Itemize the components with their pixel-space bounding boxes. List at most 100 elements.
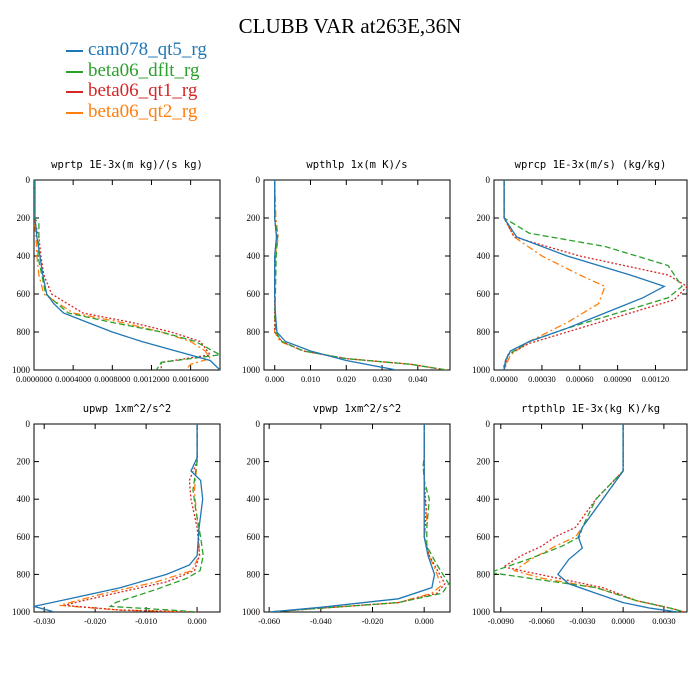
plot-frame — [263, 423, 451, 613]
chart-panel-5: vpwp 1xm^2/s^2 0 200 400 600 800 1000-0.060 -0.… — [242, 403, 451, 626]
y-tick-label: 800 — [247, 327, 261, 337]
x-tick-label: -0.010 — [135, 616, 157, 626]
y-tick-label: 200 — [17, 457, 31, 467]
plot-frame — [263, 179, 451, 371]
y-tick-label: 600 — [17, 532, 31, 542]
x-tick-label: 0.000 — [415, 616, 434, 626]
plot-frame — [33, 179, 221, 371]
legend-label-dflt: beta06_dflt_rg — [88, 59, 200, 81]
series-line-cam078_qt5_rg — [34, 180, 220, 370]
x-tick-label: -0.0090 — [488, 616, 514, 626]
legend-item-cam078: cam078_qt5_rg — [66, 39, 207, 61]
chart-title: upwp 1xm^2/s^2 — [83, 403, 172, 415]
legend-label-cam078: cam078_qt5_rg — [88, 39, 207, 60]
y-tick-label: 600 — [247, 532, 261, 542]
legend-swatch-qt1 — [66, 91, 83, 94]
x-tick-label: 0.0016000 — [173, 374, 209, 384]
legend-item-qt1: beta06_qt1_rg — [66, 80, 207, 102]
x-tick-label: 0.00120 — [642, 374, 670, 384]
series-line-beta06_qt1_rg — [274, 180, 447, 370]
series-line-beta06_dflt_rg — [108, 424, 204, 612]
y-tick-label: 1000 — [472, 365, 491, 375]
y-tick-label: 1000 — [12, 365, 31, 375]
y-tick-label: 200 — [17, 213, 31, 223]
y-tick-label: 0 — [26, 419, 31, 429]
x-tick-label: 0.030 — [372, 374, 391, 384]
series-line-beta06_qt1_rg — [503, 180, 687, 370]
series-line-beta06_qt2_rg — [59, 424, 200, 612]
x-tick-label: 0.0000000 — [16, 374, 52, 384]
chart-title: vpwp 1xm^2/s^2 — [313, 403, 402, 415]
series-line-beta06_dflt_rg — [274, 180, 447, 370]
plot-frame — [493, 423, 688, 613]
chart-title: wprcp 1E-3x(m/s) (kg/kg) — [515, 159, 667, 171]
y-tick-label: 1000 — [242, 365, 261, 375]
x-tick-label: 0.00000 — [490, 374, 518, 384]
series-line-beta06_dflt_rg — [34, 180, 220, 370]
series-line-beta06_qt2_rg — [503, 180, 606, 370]
legend-label-qt2: beta06_qt2_rg — [88, 100, 198, 122]
y-tick-label: 0 — [26, 175, 31, 185]
y-tick-label: 800 — [17, 569, 31, 579]
x-tick-label: -0.0030 — [569, 616, 595, 626]
series-line-beta06_qt2_rg — [34, 180, 212, 370]
chart-title: rtpthlp 1E-3x(kg K)/kg — [521, 403, 660, 415]
x-tick-label: -0.040 — [310, 616, 332, 626]
y-tick-label: 200 — [477, 457, 491, 467]
x-tick-label: -0.0060 — [528, 616, 554, 626]
chart-panel-1: wprtp 1E-3x(m kg)/(s kg) 0 200 400 600 800 100… — [12, 159, 221, 384]
series-line-cam078_qt5_rg — [274, 180, 397, 370]
legend-item-dflt: beta06_dflt_rg — [66, 59, 207, 82]
y-tick-label: 0 — [256, 419, 261, 429]
plot-frame — [33, 423, 221, 613]
series-line-beta06_qt2_rg — [269, 424, 442, 612]
x-tick-label: -0.020 — [362, 616, 384, 626]
legend: cam078_qt5_rg beta06_dflt_rg beta06_qt1_… — [66, 39, 207, 123]
y-tick-label: 800 — [477, 569, 491, 579]
series-line-beta06_qt1_rg — [64, 424, 201, 612]
plot-frame — [493, 179, 688, 371]
legend-swatch-qt2 — [66, 111, 83, 114]
x-tick-label: 0.00030 — [528, 374, 556, 384]
y-tick-label: 400 — [247, 251, 261, 261]
x-tick-label: 0.000 — [188, 616, 207, 626]
x-tick-label: 0.0030 — [652, 616, 675, 626]
y-tick-label: 1000 — [12, 607, 31, 617]
y-tick-label: 600 — [247, 289, 261, 299]
series-line-beta06_qt2_rg — [274, 180, 447, 370]
y-tick-label: 400 — [477, 494, 491, 504]
chart-panel-2: wpthlp 1x(m K)/s 0 200 400 600 800 1000 0.000 0.… — [242, 159, 451, 384]
y-tick-label: 200 — [247, 213, 261, 223]
x-tick-label: 0.040 — [408, 374, 427, 384]
x-tick-label: 0.00060 — [566, 374, 594, 384]
legend-swatch-dflt — [66, 70, 83, 73]
chart-panel-6: rtpthlp 1E-3x(kg K)/kg02004006008001000-… — [472, 403, 688, 626]
y-tick-label: 1000 — [472, 607, 491, 617]
series-line-cam078_qt5_rg — [34, 424, 204, 612]
y-tick-label: 200 — [247, 457, 261, 467]
series-line-beta06_qt1_rg — [34, 180, 212, 370]
y-tick-label: 600 — [477, 289, 491, 299]
x-tick-label: 0.00090 — [604, 374, 632, 384]
y-tick-label: 0 — [486, 175, 491, 185]
y-tick-label: 800 — [477, 327, 491, 337]
y-tick-label: 1000 — [242, 607, 261, 617]
y-tick-label: 600 — [17, 289, 31, 299]
x-tick-label: 0.0008000 — [94, 374, 130, 384]
x-tick-label: 0.0012000 — [133, 374, 169, 384]
legend-item-qt2: beta06_qt2_rg — [66, 100, 207, 123]
page-title: CLUBB VAR at263E,36N — [238, 14, 462, 38]
x-tick-label: 0.0000 — [611, 616, 634, 626]
series-line-beta06_dflt_rg — [269, 424, 450, 612]
chart-title: wpthlp 1x(m K)/s — [306, 159, 407, 171]
y-tick-label: 0 — [256, 175, 261, 185]
series-line-cam078_qt5_rg — [557, 424, 678, 612]
x-tick-label: -0.030 — [33, 616, 55, 626]
chart-panel-3: wprcp 1E-3x(m/s) (kg/kg) 0 200 400 600 800 100… — [472, 159, 688, 384]
x-tick-label: -0.060 — [258, 616, 280, 626]
y-tick-label: 800 — [17, 327, 31, 337]
legend-label-qt1: beta06_qt1_rg — [88, 80, 198, 101]
series-line-beta06_dflt_rg — [503, 180, 683, 370]
x-tick-label: 0.020 — [337, 374, 356, 384]
